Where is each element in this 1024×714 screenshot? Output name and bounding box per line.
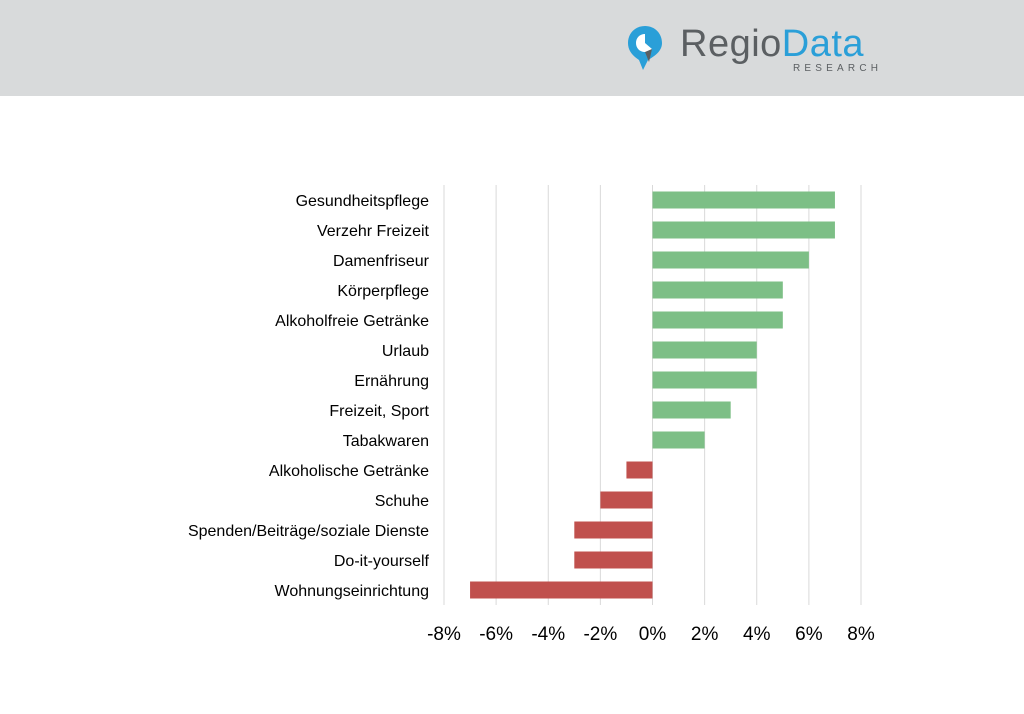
x-tick-label: -2%	[583, 624, 617, 645]
bar	[574, 521, 653, 539]
x-tick-label: 0%	[639, 624, 667, 645]
bar-chart: Gesundheitspflege Verzehr Freizeit Damenfr…	[188, 185, 875, 645]
bar	[652, 311, 783, 329]
logo-subline: RESEARCH	[793, 63, 883, 74]
x-tick-label: 4%	[743, 624, 771, 645]
x-tick-label: 2%	[691, 624, 719, 645]
header-banner: RegioData RESEARCH	[0, 0, 1024, 96]
bar	[652, 281, 783, 299]
x-tick-label: -4%	[531, 624, 565, 645]
bar	[652, 371, 757, 389]
bar	[652, 251, 809, 269]
x-tick-label: -8%	[427, 624, 461, 645]
category-label: Freizeit, Sport	[329, 403, 429, 420]
category-label: Körperpflege	[337, 283, 429, 300]
category-labels: Gesundheitspflege Verzehr Freizeit Damenfr…	[188, 193, 430, 600]
x-tick-label: -6%	[479, 624, 513, 645]
logo-wordmark: RegioData	[680, 24, 864, 64]
bar	[652, 191, 835, 209]
logo-name-part2: Data	[781, 23, 865, 65]
bar	[574, 551, 653, 569]
bar	[652, 221, 835, 239]
bar	[652, 431, 705, 449]
category-label: Tabakwaren	[343, 433, 429, 450]
bar	[626, 461, 653, 479]
regiodata-logo: RegioData RESEARCH	[626, 22, 896, 78]
x-tick-labels: -8% -6% -4% -2% 0% 2% 4% 6% 8%	[427, 624, 875, 645]
category-label: Do-it-yourself	[334, 553, 430, 570]
category-label: Damenfriseur	[333, 253, 430, 270]
bar	[600, 491, 653, 509]
category-label: Alkoholische Getränke	[269, 463, 429, 480]
category-label: Schuhe	[375, 493, 429, 510]
bar	[470, 581, 653, 599]
bar	[652, 341, 757, 359]
category-label: Spenden/Beiträge/soziale Dienste	[188, 523, 429, 540]
x-tick-label: 6%	[795, 624, 823, 645]
x-tick-label: 8%	[847, 624, 875, 645]
gridlines	[443, 185, 862, 605]
category-label: Wohnungseinrichtung	[275, 583, 429, 600]
bar	[652, 401, 731, 419]
category-label: Urlaub	[382, 343, 429, 360]
chart-area: Gesundheitspflege Verzehr Freizeit Damenfr…	[0, 96, 1024, 709]
category-label: Ernährung	[354, 373, 429, 390]
bars	[470, 191, 835, 599]
category-label: Verzehr Freizeit	[317, 223, 430, 240]
category-label: Gesundheitspflege	[296, 193, 430, 210]
logo-name-part1: Regio	[680, 23, 782, 65]
category-label: Alkoholfreie Getränke	[275, 313, 429, 330]
location-pin-icon	[628, 26, 662, 70]
